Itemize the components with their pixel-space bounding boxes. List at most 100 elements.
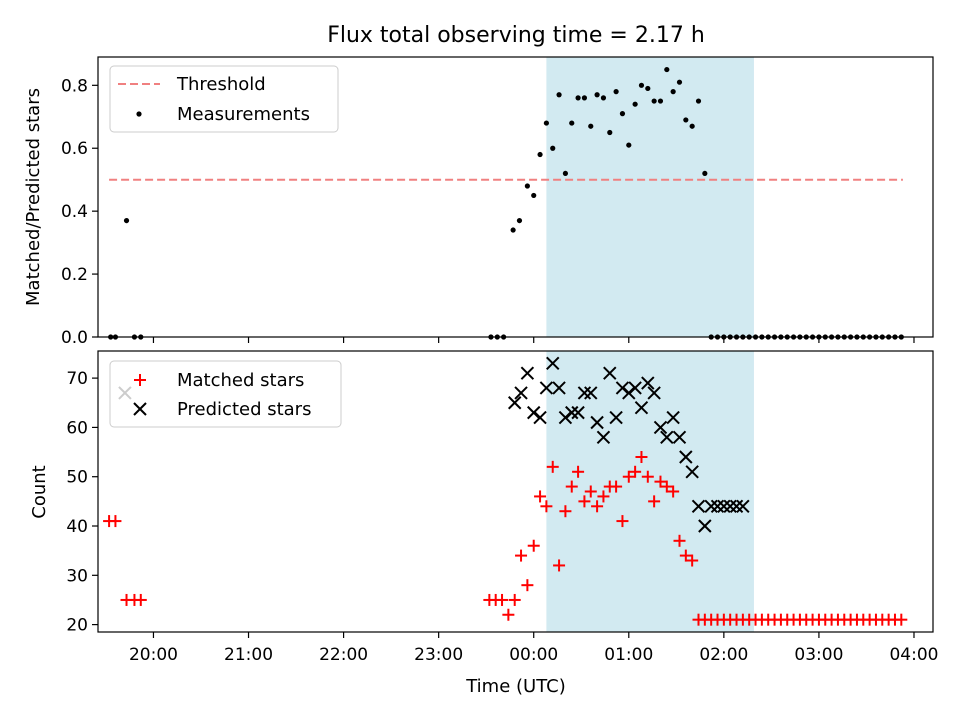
matched-stars-point: [591, 500, 604, 513]
measurement-point: [657, 98, 664, 104]
y-tick-label: 0.8: [61, 76, 88, 96]
predicted-stars-point: [736, 499, 750, 513]
predicted-stars-point: [628, 381, 642, 395]
predicted-stars-point: [691, 499, 706, 513]
predicted-stars-point: [685, 465, 699, 479]
matched-stars-point: [622, 470, 635, 483]
measurement-point: [626, 142, 632, 148]
matched-stars-point: [109, 515, 122, 528]
predicted-stars-point: [546, 356, 560, 371]
matched-stars-point: [679, 549, 692, 562]
y-tick-label: 20: [66, 616, 88, 636]
predicted-stars-point: [584, 386, 598, 400]
predicted-stars-point: [533, 410, 547, 425]
measurement-point: [619, 111, 626, 117]
matched-stars-point: [572, 465, 585, 478]
measurement-point: [695, 98, 702, 104]
measurement-point: [588, 123, 594, 129]
predicted-stars-point: [647, 386, 661, 400]
predicted-stars-point: [514, 386, 528, 400]
matched-stars-point: [134, 593, 147, 606]
bottom-legend-frame: [109, 360, 342, 428]
matched-stars-point: [527, 539, 540, 552]
predicted-stars-point: [520, 366, 535, 380]
x-tick-label: 23:00: [414, 645, 463, 665]
top-y-ticks: 0.0 0.2 0.4 0.6 0.8: [61, 76, 98, 348]
y-tick-label: 70: [66, 369, 88, 389]
y-tick-label: 0.4: [61, 202, 88, 222]
predicted-stars-point: [634, 400, 649, 415]
measurement-point: [550, 145, 556, 151]
legend-measurements-swatch: [136, 111, 142, 117]
measurement-point: [683, 117, 689, 123]
measurement-point: [562, 170, 569, 177]
predicted-stars-point: [704, 499, 718, 513]
predicted-stars-point: [596, 430, 611, 444]
measurement-point: [524, 183, 530, 189]
measurement-point: [516, 217, 523, 224]
measurement-point: [543, 120, 549, 126]
predicted-stars-point: [666, 410, 680, 425]
top-y-axis-label: Matched/Predicted stars: [23, 88, 44, 306]
matched-stars-point: [648, 495, 661, 508]
predicted-stars-point: [565, 405, 579, 420]
predicted-stars-point: [698, 519, 712, 533]
top-legend: Threshold Measurements: [109, 65, 339, 133]
measurement-point: [600, 95, 607, 101]
bottom-axes-frame: [97, 350, 934, 633]
measurement-point: [123, 217, 130, 224]
bottom-legend: Matched stars Predicted stars: [109, 360, 342, 428]
legend-matched-label: Matched stars: [177, 370, 304, 391]
predicted-stars-point: [590, 415, 604, 430]
top-legend-frame: [109, 65, 339, 133]
matched-stars-point: [496, 593, 509, 606]
bottom-panel: 20 30 40 50 60 70 20:00 21:00 22:00 23:00 00:00 01…: [29, 350, 938, 697]
top-axes-frame: [97, 56, 934, 338]
measurement-point: [510, 227, 516, 233]
x-tick-label: 00:00: [509, 645, 558, 665]
legend-matched-swatch: [134, 374, 146, 386]
matched-stars-point: [673, 534, 686, 547]
matched-stars-point: [508, 593, 521, 606]
measurement-point: [638, 82, 645, 88]
predicted-stars-point: [653, 420, 668, 435]
predicted-stars-point: [609, 410, 623, 425]
matched-stars-point: [895, 613, 908, 626]
predicted-stars-point: [603, 366, 617, 380]
matched-stars-point: [660, 480, 673, 493]
matched-stars-point: [565, 480, 578, 493]
legend-predicted-swatch: [133, 402, 147, 416]
x-tick-label: 02:00: [699, 645, 748, 665]
matched-stars-point: [502, 608, 515, 621]
matched-stars-point: [629, 465, 642, 478]
measurement-point: [632, 101, 638, 107]
matched-stars-point: [635, 450, 648, 463]
measurement-point: [651, 98, 657, 104]
y-tick-label: 0.0: [61, 328, 88, 348]
matched-stars-point: [515, 549, 528, 562]
measurement-point: [556, 92, 562, 98]
legend-predicted-label: Predicted stars: [177, 399, 311, 420]
x-tick-label: 04:00: [889, 645, 938, 665]
predicted-stars-point: [539, 381, 554, 395]
chart-title: Flux total observing time = 2.17 h: [327, 23, 705, 48]
predicted-stars-point: [508, 396, 522, 410]
x-tick-label: 20:00: [129, 645, 178, 665]
top-panel: 0.00.20.40.60.8 Matched/Predicted stars …: [23, 56, 934, 348]
x-tick-label: 22:00: [319, 645, 368, 665]
bottom-y-axis-label: Count: [29, 465, 50, 518]
y-tick-label: 40: [66, 517, 88, 537]
predicted-stars-point: [660, 430, 674, 444]
predicted-stars-point: [723, 499, 737, 513]
matched-stars-point: [553, 559, 566, 572]
x-tick-label: 21:00: [224, 645, 273, 665]
x-axis-label: Time (UTC): [465, 676, 566, 697]
predicted-stars-point: [729, 499, 744, 513]
y-tick-label: 0.2: [61, 265, 88, 285]
legend-measurements-label: Measurements: [177, 104, 310, 125]
matched-stars-point: [584, 485, 597, 498]
bottom-y-ticks: 20 30 40 50 60 70: [66, 369, 98, 636]
matched-stars-point: [578, 495, 591, 508]
bottom-shaded-interval: [546, 351, 754, 632]
